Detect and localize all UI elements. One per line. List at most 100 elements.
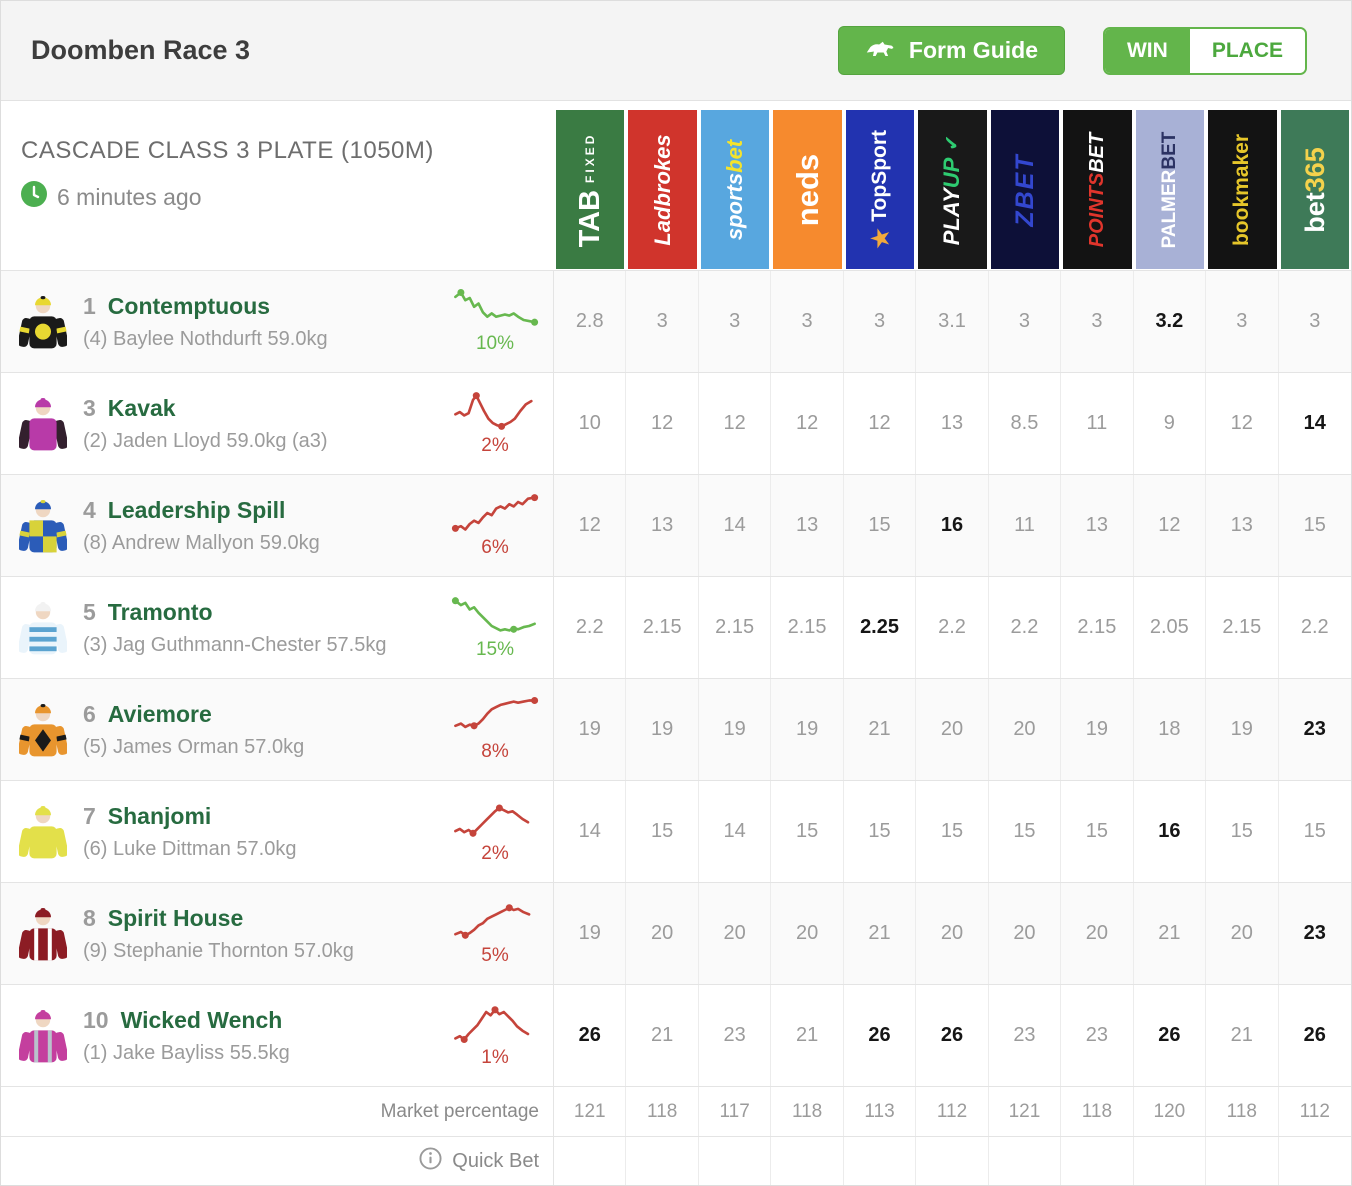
odds-cell-zbet[interactable]: 23: [989, 985, 1062, 1086]
runner-name[interactable]: Kavak: [107, 394, 176, 421]
odds-cell-neds[interactable]: 13: [771, 475, 844, 576]
quick-bet-cell-ladbrokes[interactable]: [626, 1137, 699, 1185]
odds-cell-bookmaker[interactable]: 12: [1206, 373, 1279, 474]
runner-name[interactable]: Contemptuous: [107, 292, 271, 319]
bookmaker-header-palmerbet[interactable]: PALMER BET: [1133, 109, 1207, 270]
odds-cell-topsport[interactable]: 15: [844, 781, 917, 882]
odds-cell-pointsbet[interactable]: 11: [1061, 373, 1134, 474]
place-toggle[interactable]: PLACE: [1189, 28, 1305, 73]
odds-cell-topsport[interactable]: 26: [844, 985, 917, 1086]
odds-cell-playup[interactable]: 3.1: [916, 271, 989, 372]
win-toggle[interactable]: WIN: [1104, 28, 1190, 73]
odds-cell-zbet[interactable]: 20: [989, 883, 1062, 984]
quick-bet-cell-bookmaker[interactable]: [1206, 1137, 1279, 1185]
form-guide-button[interactable]: Form Guide: [837, 26, 1065, 75]
odds-cell-sportsbet[interactable]: 12: [699, 373, 772, 474]
odds-cell-bet365[interactable]: 3: [1309, 310, 1321, 332]
odds-cell-pointsbet[interactable]: 2.15: [1061, 577, 1134, 678]
runner-name[interactable]: Shanjomi: [107, 802, 212, 829]
runner-name[interactable]: Wicked Wench: [120, 1006, 283, 1033]
quick-bet-cell-sportsbet[interactable]: [699, 1137, 772, 1185]
runner-name[interactable]: Tramonto: [107, 598, 213, 625]
odds-cell-playup[interactable]: 13: [916, 373, 989, 474]
odds-cell-ladbrokes[interactable]: 21: [626, 985, 699, 1086]
odds-cell-topsport[interactable]: 21: [844, 883, 917, 984]
odds-cell-tab-fixed[interactable]: 12: [554, 475, 627, 576]
odds-cell-sportsbet[interactable]: 2.15: [699, 577, 772, 678]
odds-cell-bookmaker[interactable]: 15: [1206, 781, 1279, 882]
odds-cell-topsport[interactable]: 12: [844, 373, 917, 474]
odds-cell-zbet[interactable]: 2.2: [989, 577, 1062, 678]
odds-cell-ladbrokes[interactable]: 13: [626, 475, 699, 576]
odds-cell-pointsbet[interactable]: 23: [1061, 985, 1134, 1086]
quick-bet-cell-palmerbet[interactable]: [1134, 1137, 1207, 1185]
odds-cell-palmerbet[interactable]: 3.2: [1134, 271, 1207, 372]
odds-cell-bet365[interactable]: 2.2: [1300, 616, 1329, 638]
odds-cell-bookmaker[interactable]: 19: [1206, 679, 1279, 780]
odds-cell-zbet[interactable]: 11: [989, 475, 1062, 576]
runner-name[interactable]: Spirit House: [107, 904, 244, 931]
odds-cell-bookmaker[interactable]: 13: [1206, 475, 1279, 576]
odds-cell-zbet[interactable]: 15: [989, 781, 1062, 882]
odds-cell-pointsbet[interactable]: 19: [1061, 679, 1134, 780]
odds-cell-palmerbet[interactable]: 21: [1134, 883, 1207, 984]
odds-cell-playup[interactable]: 15: [916, 781, 989, 882]
bookmaker-header-zbet[interactable]: ZBET: [988, 109, 1062, 270]
odds-cell-playup[interactable]: 20: [916, 883, 989, 984]
odds-cell-ladbrokes[interactable]: 15: [626, 781, 699, 882]
odds-cell-bet365[interactable]: 15: [1303, 514, 1326, 536]
odds-cell-ladbrokes[interactable]: 19: [626, 679, 699, 780]
odds-cell-palmerbet[interactable]: 2.05: [1134, 577, 1207, 678]
odds-cell-tab-fixed[interactable]: 14: [554, 781, 627, 882]
odds-cell-bookmaker[interactable]: 21: [1206, 985, 1279, 1086]
odds-cell-bookmaker[interactable]: 20: [1206, 883, 1279, 984]
odds-cell-palmerbet[interactable]: 26: [1134, 985, 1207, 1086]
odds-cell-neds[interactable]: 15: [771, 781, 844, 882]
bookmaker-header-ladbrokes[interactable]: Ladbrokes: [626, 109, 699, 270]
odds-cell-neds[interactable]: 20: [771, 883, 844, 984]
quick-bet-button[interactable]: Quick Bet: [1, 1137, 554, 1185]
quick-bet-cell-zbet[interactable]: [989, 1137, 1062, 1185]
odds-cell-topsport[interactable]: 21: [844, 679, 917, 780]
odds-cell-playup[interactable]: 2.2: [916, 577, 989, 678]
odds-cell-sportsbet[interactable]: 3: [699, 271, 772, 372]
quick-bet-cell-tab-fixed[interactable]: [554, 1137, 627, 1185]
odds-cell-palmerbet[interactable]: 12: [1134, 475, 1207, 576]
odds-cell-ladbrokes[interactable]: 20: [626, 883, 699, 984]
odds-cell-ladbrokes[interactable]: 12: [626, 373, 699, 474]
odds-cell-topsport[interactable]: 2.25: [844, 577, 917, 678]
odds-cell-tab-fixed[interactable]: 10: [554, 373, 627, 474]
odds-cell-playup[interactable]: 20: [916, 679, 989, 780]
odds-cell-topsport[interactable]: 15: [844, 475, 917, 576]
odds-cell-bet365[interactable]: 14: [1303, 412, 1326, 434]
odds-cell-bet365[interactable]: 15: [1303, 820, 1326, 842]
runner-name[interactable]: Aviemore: [107, 700, 212, 727]
odds-cell-ladbrokes[interactable]: 3: [626, 271, 699, 372]
bookmaker-header-neds[interactable]: neds: [771, 109, 844, 270]
quick-bet-cell-topsport[interactable]: [844, 1137, 917, 1185]
bookmaker-header-sportsbet[interactable]: sports bet: [698, 109, 772, 270]
odds-cell-pointsbet[interactable]: 15: [1061, 781, 1134, 882]
bookmaker-header-tab-fixed[interactable]: TAB FIXED: [554, 109, 627, 270]
odds-cell-playup[interactable]: 16: [916, 475, 989, 576]
odds-cell-zbet[interactable]: 3: [989, 271, 1062, 372]
odds-cell-zbet[interactable]: 8.5: [989, 373, 1062, 474]
odds-cell-playup[interactable]: 26: [916, 985, 989, 1086]
quick-bet-cell-playup[interactable]: [916, 1137, 989, 1185]
odds-cell-tab-fixed[interactable]: 2.8: [554, 271, 627, 372]
odds-cell-sportsbet[interactable]: 14: [699, 781, 772, 882]
odds-cell-neds[interactable]: 2.15: [771, 577, 844, 678]
odds-cell-palmerbet[interactable]: 9: [1134, 373, 1207, 474]
bookmaker-header-topsport[interactable]: ★ TopSport: [843, 109, 917, 270]
runner-name[interactable]: Leadership Spill: [107, 496, 286, 523]
odds-cell-tab-fixed[interactable]: 19: [554, 883, 627, 984]
odds-cell-bet365[interactable]: 23: [1303, 922, 1326, 944]
odds-cell-bookmaker[interactable]: 2.15: [1206, 577, 1279, 678]
odds-cell-ladbrokes[interactable]: 2.15: [626, 577, 699, 678]
bookmaker-header-playup[interactable]: PLAY UP ✔: [916, 109, 989, 270]
odds-cell-neds[interactable]: 12: [771, 373, 844, 474]
odds-cell-zbet[interactable]: 20: [989, 679, 1062, 780]
odds-cell-bookmaker[interactable]: 3: [1206, 271, 1279, 372]
quick-bet-cell-bet365[interactable]: [1279, 1137, 1351, 1185]
odds-cell-neds[interactable]: 19: [771, 679, 844, 780]
